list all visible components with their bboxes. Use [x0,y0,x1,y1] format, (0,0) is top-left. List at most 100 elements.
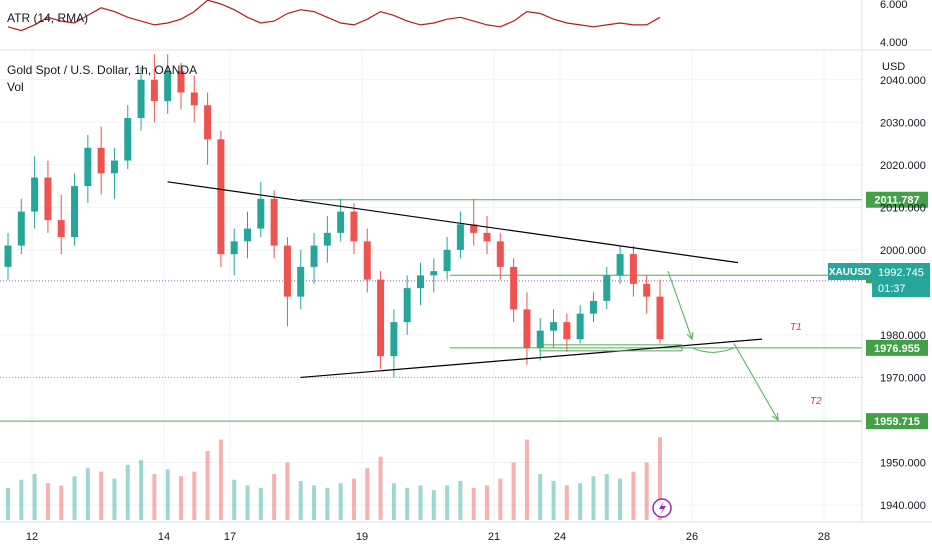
volume-bar [644,462,649,520]
current-symbol: XAUUSD [829,267,871,278]
candle-body [31,177,39,212]
price-tick-label: 2000.000 [880,245,926,257]
candle-body [110,160,118,174]
candle-body [297,266,305,297]
drawings[interactable] [167,181,779,421]
atr-line [7,0,661,32]
candle-body [57,220,65,238]
level-badge [866,191,928,208]
candle-body [310,245,318,267]
level-badge-label: 1959.715 [874,416,920,428]
volume-bar [6,487,10,520]
volume-bar [312,485,317,520]
volume-bar [45,483,50,520]
volume-bar [178,476,183,520]
candle-body [270,198,278,246]
volume-bar [152,474,157,520]
volume-bar [618,478,623,520]
volume-bar [298,480,303,520]
candle-body [190,92,198,106]
volume-bar [391,483,396,520]
candle-body [656,296,664,340]
volume-bar [232,479,237,520]
candle-body [323,232,331,246]
level-badge-label: 1976.955 [874,343,920,355]
candle-body [563,322,571,340]
candle-body [137,79,145,119]
candle-body [416,275,424,289]
lightning-icon [659,501,666,515]
volume-bar [524,439,529,520]
candle-body [550,322,558,331]
candle-body [403,288,411,323]
price-tick-label: 1940.000 [880,500,926,512]
volume-bar [564,485,569,520]
candle-body [230,241,238,255]
volume-bar [272,474,277,520]
candle-body [510,266,518,310]
current-price-badge: XAUUSD 1992.745 01:37 [828,263,930,297]
candle-body [350,211,358,242]
candle-body [536,330,544,348]
price-tick-label: 2010.000 [880,202,926,214]
replay-button[interactable] [652,498,672,518]
candle-body [283,245,291,297]
atr-pane: 6.000 4.000 [0,0,932,51]
volume-bar [325,487,330,520]
time-axis: 12 14 17 19 21 24 26 28 [0,521,932,543]
trendline-lower [300,338,763,379]
volume-bar [99,471,104,520]
time-tick-label: 26 [686,531,698,543]
volume-bar [445,485,450,520]
candle-body [244,228,252,242]
current-price: 1992.745 [878,267,924,279]
volume-bar [551,480,556,520]
volume-bar [32,474,37,520]
candle-body [17,211,25,246]
volume-bar [498,478,503,520]
volume-bar [418,485,423,520]
volume-label[interactable]: Vol [7,80,24,94]
candle-body [603,275,611,301]
candle-body [257,198,265,229]
volume-bar [258,487,263,520]
price-tick-label: 1970.000 [880,372,926,384]
projection-arrow-t2 [733,343,779,421]
volume-bar [485,485,490,520]
volume-bar [85,468,90,520]
volume-bar [59,485,64,520]
candle-body [150,79,158,102]
candle-body [164,71,172,102]
volume-bar [218,439,223,520]
target-label-t1: T1 [790,322,802,333]
projection-arrow-t1 [667,270,693,340]
volume-bar [165,469,170,520]
volume-bar [112,478,117,520]
candle-body [204,105,212,140]
price-tick-label: 1980.000 [880,330,926,342]
atr-indicator-label[interactable]: ATR (14, RMA) [7,11,88,25]
candle-body [430,271,438,276]
time-tick-label: 19 [356,531,368,543]
svg-text:T2: T2 [810,396,822,407]
volume-bar [72,476,77,520]
candle-body [4,245,12,267]
time-tick-label: 14 [158,531,170,543]
price-tick-label: 1950.000 [880,457,926,469]
volume-bar [245,485,250,520]
grid [0,50,862,522]
countdown-timer: 01:37 [878,283,906,295]
volume-bar [19,479,24,520]
candle-body [217,139,225,255]
volume-bar [285,462,290,520]
projection-curve [691,347,735,353]
volume-bar [591,476,596,520]
time-tick-label: 21 [488,531,500,543]
volume-bar [139,460,144,520]
candle-body [84,147,92,187]
volume-bar [338,483,343,520]
volume-bar [658,437,662,520]
arrow-head [686,332,694,341]
arrow-head [771,412,779,421]
